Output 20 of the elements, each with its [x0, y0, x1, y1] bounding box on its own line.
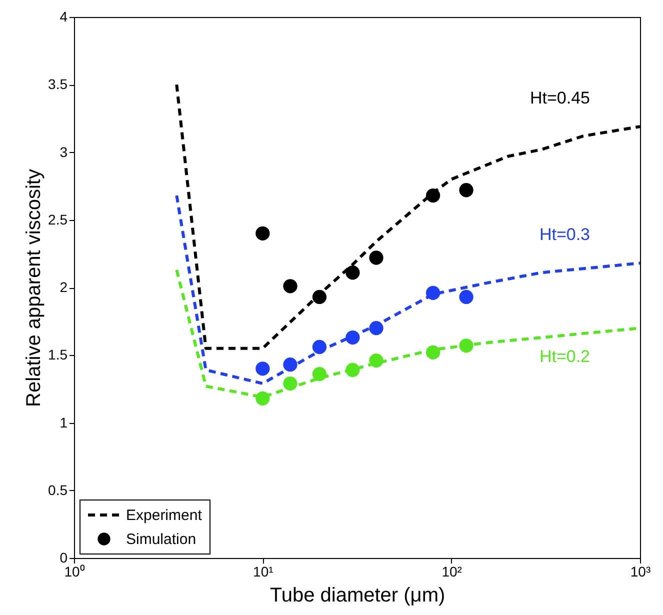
- x-tick-label: 10³: [630, 564, 651, 580]
- x-tick-label: 10⁰: [64, 564, 85, 580]
- y-tick-label: 0.5: [48, 482, 68, 498]
- x-tick-label: 10¹: [253, 564, 274, 580]
- annotation: Ht=0.2: [539, 347, 590, 366]
- legend-label: Experiment: [126, 507, 203, 524]
- annotation: Ht=0.45: [530, 88, 590, 108]
- legend-label: Simulation: [126, 531, 196, 548]
- y-tick-label: 0: [60, 550, 68, 566]
- y-tick-label: 3: [60, 144, 68, 160]
- x-axis-title: Tube diameter (μm): [270, 584, 446, 606]
- y-tick-label: 1: [60, 414, 68, 430]
- y-tick-label: 4: [60, 8, 68, 24]
- y-tick-label: 3.5: [48, 76, 68, 92]
- y-axis-title: Relative apparent viscosity: [23, 169, 46, 407]
- annotation: Ht=0.3: [539, 225, 590, 244]
- y-tick-label: 1.5: [48, 346, 68, 363]
- x-tick-label: 10²: [442, 564, 462, 580]
- y-tick-label: 2: [60, 279, 68, 295]
- y-tick-label: 2.5: [48, 211, 68, 228]
